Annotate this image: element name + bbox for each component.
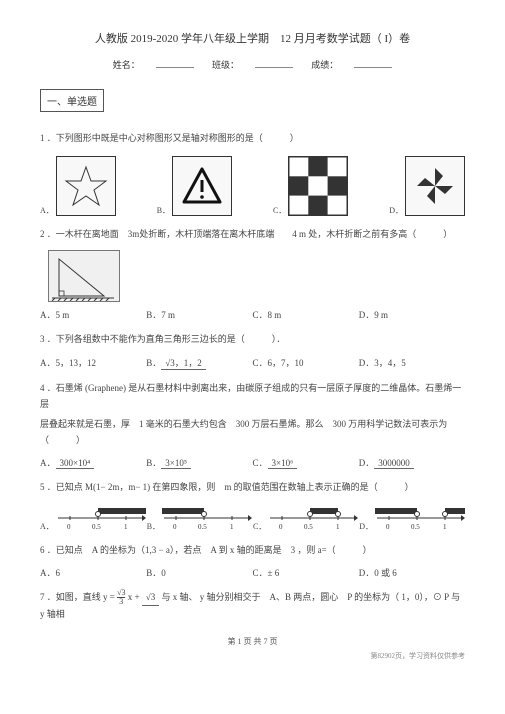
- q6-opt-d: D．0 或 6: [359, 566, 465, 579]
- q3-opt-b: B．√3，1，2: [146, 356, 252, 370]
- q2-opt-c: C．8 m: [253, 308, 359, 321]
- q7-text: 7 ．如图，直线 y = √3 3 x + √3 与 x 轴、 y 轴分别相交于…: [40, 589, 465, 623]
- q5-opt-d: D． 00.51: [359, 506, 465, 532]
- svg-text:1: 1: [443, 523, 447, 531]
- svg-text:0: 0: [67, 523, 71, 531]
- number-line-d: 00.51: [375, 506, 465, 532]
- q4-opt-c: C．3×10⁶: [253, 456, 359, 469]
- q4-line2: 层叠起来就是石墨，厚 1 毫米的石墨大约包含 300 万层石墨烯。那么 300 …: [40, 416, 465, 448]
- q2-options: A．5 m B．7 m C．8 m D．9 m: [40, 308, 465, 321]
- q6-options: A．6 B．0 C．± 6 D．0 或 6: [40, 566, 465, 579]
- q5-opt-a: A． 0 0.5 1: [40, 506, 146, 532]
- q3-options: A．5，13，12 B．√3，1，2 C．6，7，10 D．3，4，5: [40, 356, 465, 370]
- page-footer-2: 第82902页，学习资料仅供参考: [40, 651, 465, 661]
- q1-image-row: A． B． C．: [40, 156, 465, 216]
- q3-opt-a: A．5，13，12: [40, 356, 146, 370]
- page-footer: 第 1 页 共 7 页: [40, 636, 465, 647]
- q1-opt-b: B．: [157, 156, 232, 216]
- q2-text: 2 ．一木杆在离地面 3m处折断，木杆顶端落在离木杆底端 4 m 处，木杆折断之…: [40, 226, 465, 242]
- score-label: 成绩：: [311, 58, 338, 71]
- q5-image-row: A． 0 0.5 1 B．: [40, 506, 465, 532]
- q1-opt-c: C．: [273, 156, 348, 216]
- name-label: 姓名：: [113, 58, 140, 71]
- q4-opt-d: D．3000000: [359, 456, 465, 469]
- number-line-a: 0 0.5 1: [56, 506, 146, 532]
- q6-opt-c: C．± 6: [253, 566, 359, 579]
- section-1-header: 一、单选题: [40, 89, 104, 112]
- q5-opt-b: B． 00.51: [147, 506, 252, 532]
- q6-opt-b: B．0: [146, 566, 252, 579]
- q4-line1: 4 ．石墨烯 (Graphene) 是从石墨材料中剥离出来，由碳原子组成的只有一…: [40, 380, 465, 412]
- svg-text:0.5: 0.5: [92, 523, 101, 531]
- class-blank: [255, 67, 293, 68]
- checkerboard-icon: [288, 156, 348, 216]
- name-blank: [156, 67, 194, 68]
- q2-opt-a: A．5 m: [40, 308, 146, 321]
- q5-opt-c: C． 00.51: [253, 506, 358, 532]
- warning-triangle-icon: [172, 156, 232, 216]
- q1-opt-d: D．: [389, 156, 465, 216]
- exam-title: 人教版 2019-2020 学年八年级上学期 12 月月考数学试题（ I）卷: [40, 30, 465, 46]
- q4-opt-b: B．3×10⁵: [146, 456, 252, 469]
- q3-opt-d: D．3，4，5: [359, 356, 465, 370]
- q2-opt-d: D．9 m: [359, 308, 465, 321]
- svg-text:0.5: 0.5: [411, 523, 420, 531]
- svg-text:1: 1: [124, 523, 128, 531]
- q5-text: 5 ．已知点 M(1− 2m，m− 1) 在第四象限，则 m 的取值范围在数轴上…: [40, 479, 465, 495]
- svg-text:0.5: 0.5: [304, 523, 313, 531]
- svg-text:1: 1: [230, 523, 234, 531]
- page-container: 人教版 2019-2020 学年八年级上学期 12 月月考数学试题（ I）卷 姓…: [0, 0, 505, 691]
- pinwheel-icon: [405, 156, 465, 216]
- svg-text:0.5: 0.5: [198, 523, 207, 531]
- info-line: 姓名： 班级： 成绩：: [40, 58, 465, 71]
- class-label: 班级：: [212, 58, 239, 71]
- svg-text:0: 0: [173, 523, 177, 531]
- q6-opt-a: A．6: [40, 566, 146, 579]
- q3-text: 3 ．下列各组数中不能作为直角三角形三边长的是（ ）．: [40, 331, 465, 347]
- score-blank: [354, 67, 392, 68]
- svg-text:1: 1: [336, 523, 340, 531]
- q2-opt-b: B．7 m: [146, 308, 252, 321]
- q2-figure: [48, 250, 120, 302]
- number-line-c: 00.51: [268, 506, 358, 532]
- number-line-b: 00.51: [162, 506, 252, 532]
- q4-opt-a: A．300×10⁴: [40, 456, 146, 469]
- q3-opt-c: C．6，7，10: [253, 356, 359, 370]
- svg-text:0: 0: [386, 523, 390, 531]
- q1-text: 1 ．下列图形中既是中心对称图形又是轴对称图形的是（ ）: [40, 130, 465, 146]
- q4-options: A．300×10⁴ B．3×10⁵ C．3×10⁶ D．3000000: [40, 456, 465, 469]
- star-icon: [56, 156, 116, 216]
- q6-text: 6 ．已知点 A 的坐标为（1,3 − a），若点 A 到 x 轴的距离是 3 …: [40, 542, 465, 558]
- svg-text:0: 0: [279, 523, 283, 531]
- q1-opt-a: A．: [40, 156, 116, 216]
